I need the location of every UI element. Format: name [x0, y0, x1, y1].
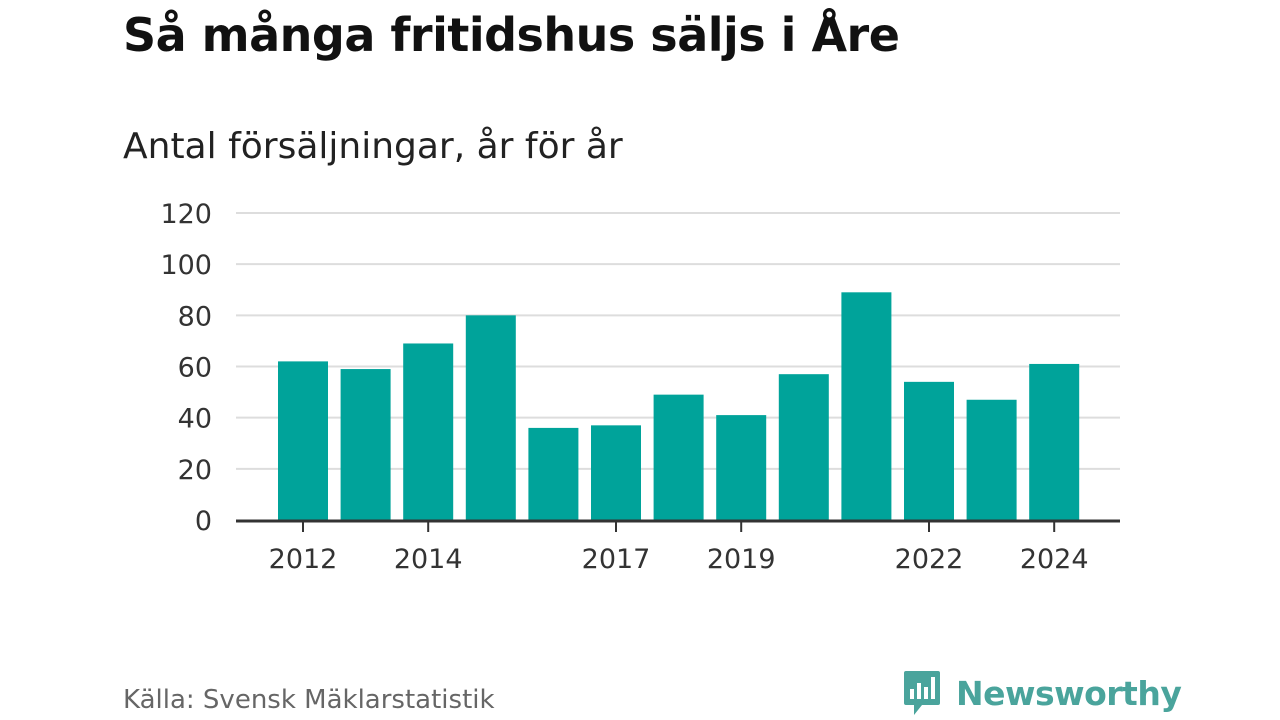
bar-2016 [528, 427, 579, 520]
chart-title: Så många fritidshus säljs i Åre [123, 8, 900, 62]
x-tick-label: 2019 [707, 544, 776, 575]
y-tick-label: 20 [178, 455, 212, 486]
y-tick-label: 60 [178, 353, 212, 384]
bars [278, 292, 1080, 520]
brand-logo: Newsworthy [902, 668, 1182, 718]
y-tick-label: 80 [178, 301, 212, 332]
bar-2012 [278, 361, 328, 520]
chart-subtitle: Antal försäljningar, år för år [123, 126, 623, 167]
y-axis-ticks: 0 20 40 60 80 100 120 [160, 199, 212, 537]
bar-2024 [1029, 363, 1080, 520]
y-tick-label: 100 [160, 250, 212, 281]
bar-2015 [465, 315, 516, 520]
bar-2017 [591, 425, 641, 520]
x-tick-label: 2022 [895, 544, 964, 575]
bar-2020 [778, 374, 829, 520]
bar-2013 [340, 369, 391, 520]
bar-2014 [403, 343, 454, 520]
y-tick-label: 40 [178, 404, 212, 435]
bar-2023 [966, 399, 1017, 520]
bar-2022 [904, 381, 954, 520]
brand-name: Newsworthy [956, 673, 1182, 713]
bar-2021 [841, 292, 892, 520]
x-tick-label: 2014 [394, 544, 463, 575]
x-axis-ticks: 2012 2014 2017 2019 2022 2024 [269, 522, 1089, 575]
bar-2018 [653, 394, 704, 520]
source-note: Källa: Svensk Mäklarstatistik [123, 685, 495, 715]
x-tick-label: 2012 [269, 544, 338, 575]
y-tick-label: 120 [160, 199, 212, 230]
bar-chart: 0 20 40 60 80 100 120 2012 2014 2017 2019 2022 2024 [160, 199, 1120, 575]
bar-chart-speech-bubble-icon [904, 671, 940, 715]
x-tick-label: 2017 [582, 544, 651, 575]
bar-2019 [716, 415, 767, 520]
y-tick-label: 0 [195, 506, 212, 537]
x-tick-label: 2024 [1020, 544, 1089, 575]
